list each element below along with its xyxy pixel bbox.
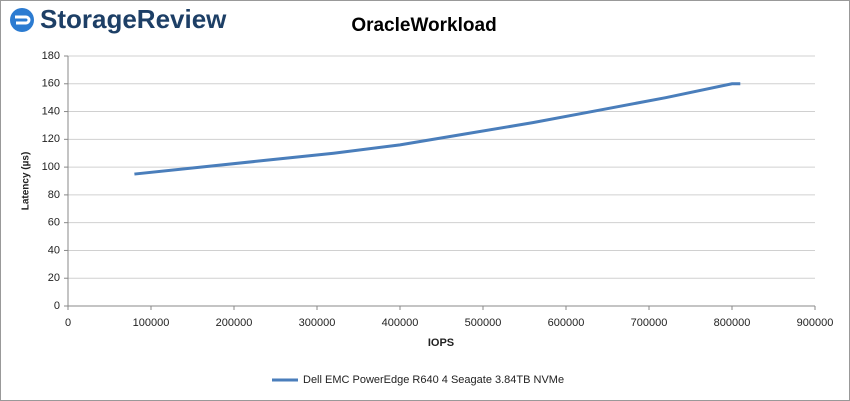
chart-title: OracleWorkload (351, 15, 496, 36)
x-tick-label: 400000 (382, 317, 419, 329)
logo-icon (10, 8, 34, 32)
x-tick-label: 300000 (299, 317, 336, 329)
y-tick-label: 0 (54, 300, 60, 312)
x-tick-label: 500000 (465, 317, 502, 329)
y-tick-label: 140 (42, 105, 60, 117)
y-tick-label: 60 (48, 217, 60, 229)
y-tick-label: 120 (42, 133, 60, 145)
x-tick-label: 900000 (797, 317, 834, 329)
y-tick-label: 20 (48, 272, 60, 284)
logo-text: StorageReview (40, 4, 227, 34)
series-line (134, 82, 741, 176)
x-tick-label: 700000 (631, 317, 668, 329)
x-tick-label: 200000 (216, 317, 253, 329)
y-tick-label: 80 (48, 189, 60, 201)
x-tick-label: 600000 (548, 317, 585, 329)
x-tick-label: 800000 (714, 317, 751, 329)
y-axis-title: Latency (µs) (21, 152, 32, 211)
y-tick-label: 180 (42, 50, 60, 62)
legend-label: Dell EMC PowerEdge R640 4 Seagate 3.84TB… (303, 374, 564, 386)
y-tick-label: 100 (42, 161, 60, 173)
x-axis-title: IOPS (428, 337, 454, 349)
x-tick-label: 0 (65, 317, 71, 329)
y-tick-label: 160 (42, 78, 60, 90)
y-tick-label: 40 (48, 244, 60, 256)
x-tick-label: 100000 (133, 317, 170, 329)
